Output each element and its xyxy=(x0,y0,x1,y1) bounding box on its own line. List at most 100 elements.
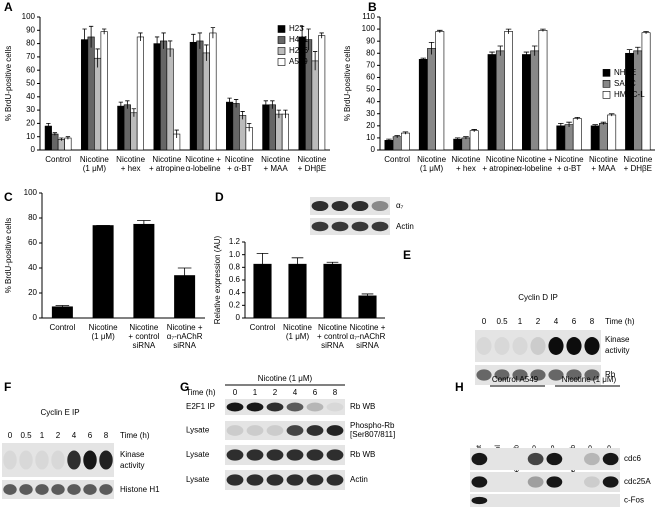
x-tick-label: α₇-nAChR xyxy=(167,332,203,341)
error-bar xyxy=(497,45,504,56)
row-label: Phospho-Rb xyxy=(350,421,395,430)
blot-band xyxy=(35,450,49,470)
blot-band xyxy=(246,449,264,461)
error-bar xyxy=(82,28,87,51)
blot-band xyxy=(602,452,619,466)
x-tick-label: α-lobeline xyxy=(186,164,221,173)
error-bar xyxy=(154,36,160,51)
row-label: Kinase xyxy=(605,335,630,344)
bar xyxy=(318,35,326,151)
y-tick-label: 1.2 xyxy=(229,237,241,246)
y-tick-label: 110 xyxy=(362,12,375,21)
blot-band xyxy=(226,449,244,461)
y-tick-label: 80 xyxy=(28,213,37,222)
bar xyxy=(232,103,240,151)
bar xyxy=(572,118,582,151)
error-bar xyxy=(276,109,282,119)
blot-band xyxy=(51,450,65,470)
blot-band xyxy=(246,425,264,436)
legend-swatch xyxy=(277,47,286,55)
error-bar xyxy=(263,100,269,109)
x-tick-label: α₇-nAChR xyxy=(350,332,386,341)
error-bar xyxy=(531,45,538,56)
blot-band xyxy=(266,449,284,461)
error-bar xyxy=(420,57,427,61)
time-label: 0.5 xyxy=(496,317,508,326)
x-tick-label: (1 μM) xyxy=(83,164,107,173)
row-label: cdc6 xyxy=(624,454,641,463)
bar xyxy=(599,123,608,151)
error-bar xyxy=(177,267,192,283)
bar xyxy=(487,54,497,151)
legend-swatch xyxy=(277,25,286,33)
bar xyxy=(130,112,138,151)
blot-band xyxy=(67,484,81,495)
time-label: 4 xyxy=(293,388,298,397)
blot-band xyxy=(83,484,97,495)
row-label: Kinase xyxy=(120,450,145,459)
panel-letter: B xyxy=(368,0,377,14)
y-tick-label: 0.2 xyxy=(229,300,241,309)
time-label: 1 xyxy=(40,431,45,440)
blot-band xyxy=(512,337,528,355)
bar xyxy=(189,41,197,151)
blot-band xyxy=(306,425,324,436)
legend-label: SAEC xyxy=(614,79,636,88)
bar xyxy=(504,31,513,151)
error-bar xyxy=(233,99,239,108)
error-bar xyxy=(88,25,94,48)
y-tick-label: 0.8 xyxy=(229,262,241,271)
bar xyxy=(288,263,307,319)
bar xyxy=(453,138,463,151)
bar xyxy=(522,54,531,151)
bar xyxy=(100,31,108,151)
bar xyxy=(418,59,428,151)
blot-band xyxy=(548,337,564,355)
error-bar xyxy=(394,135,400,138)
error-bar xyxy=(505,28,512,34)
bar xyxy=(133,223,155,319)
time-label: 2 xyxy=(273,388,278,397)
bar xyxy=(117,105,125,151)
blot-band xyxy=(566,369,582,381)
blot-band xyxy=(371,221,389,232)
blot-band xyxy=(351,200,369,212)
row-label: c-Fos xyxy=(624,496,644,505)
y-tick-label: 70 xyxy=(366,60,375,69)
x-tick-label: Nicotine xyxy=(318,323,347,332)
blot-band xyxy=(527,476,544,488)
blot-title: Nicotine (1 μM) xyxy=(258,374,313,383)
error-bar xyxy=(131,108,137,117)
y-tick-label: 90 xyxy=(26,25,35,34)
bar xyxy=(81,39,89,151)
x-tick-label: Nicotine xyxy=(80,155,109,164)
blot-band xyxy=(476,337,492,355)
error-bar xyxy=(312,51,318,71)
blot-band xyxy=(266,474,284,486)
legend-label: H23 xyxy=(289,24,304,33)
blot-band xyxy=(331,221,349,232)
bar xyxy=(469,130,479,151)
blot-title: Cyclin D IP xyxy=(518,293,558,302)
error-bar xyxy=(59,137,64,141)
y-tick-label: 0 xyxy=(31,145,36,154)
y-tick-label: 60 xyxy=(366,73,375,82)
blot-band xyxy=(326,425,344,436)
x-tick-label: Nicotine xyxy=(261,155,290,164)
blot-band xyxy=(286,425,304,436)
error-bar xyxy=(558,123,564,129)
x-tick-label: + MAA xyxy=(591,164,616,173)
bar xyxy=(435,31,445,151)
blot-label: Actin xyxy=(396,222,414,231)
bar xyxy=(196,40,204,151)
time-label: 0 xyxy=(8,431,13,440)
blot-band xyxy=(471,496,488,505)
x-tick-label: siRNA xyxy=(321,341,344,350)
x-tick-label: Nicotine xyxy=(116,155,145,164)
blot-band xyxy=(351,221,369,232)
blot-band xyxy=(311,221,329,232)
group-label: Control A549 xyxy=(492,375,539,384)
x-tick-label: + control xyxy=(128,332,159,341)
x-tick-label: Nicotine xyxy=(486,155,515,164)
x-tick-label: Nicotine + xyxy=(517,155,553,164)
